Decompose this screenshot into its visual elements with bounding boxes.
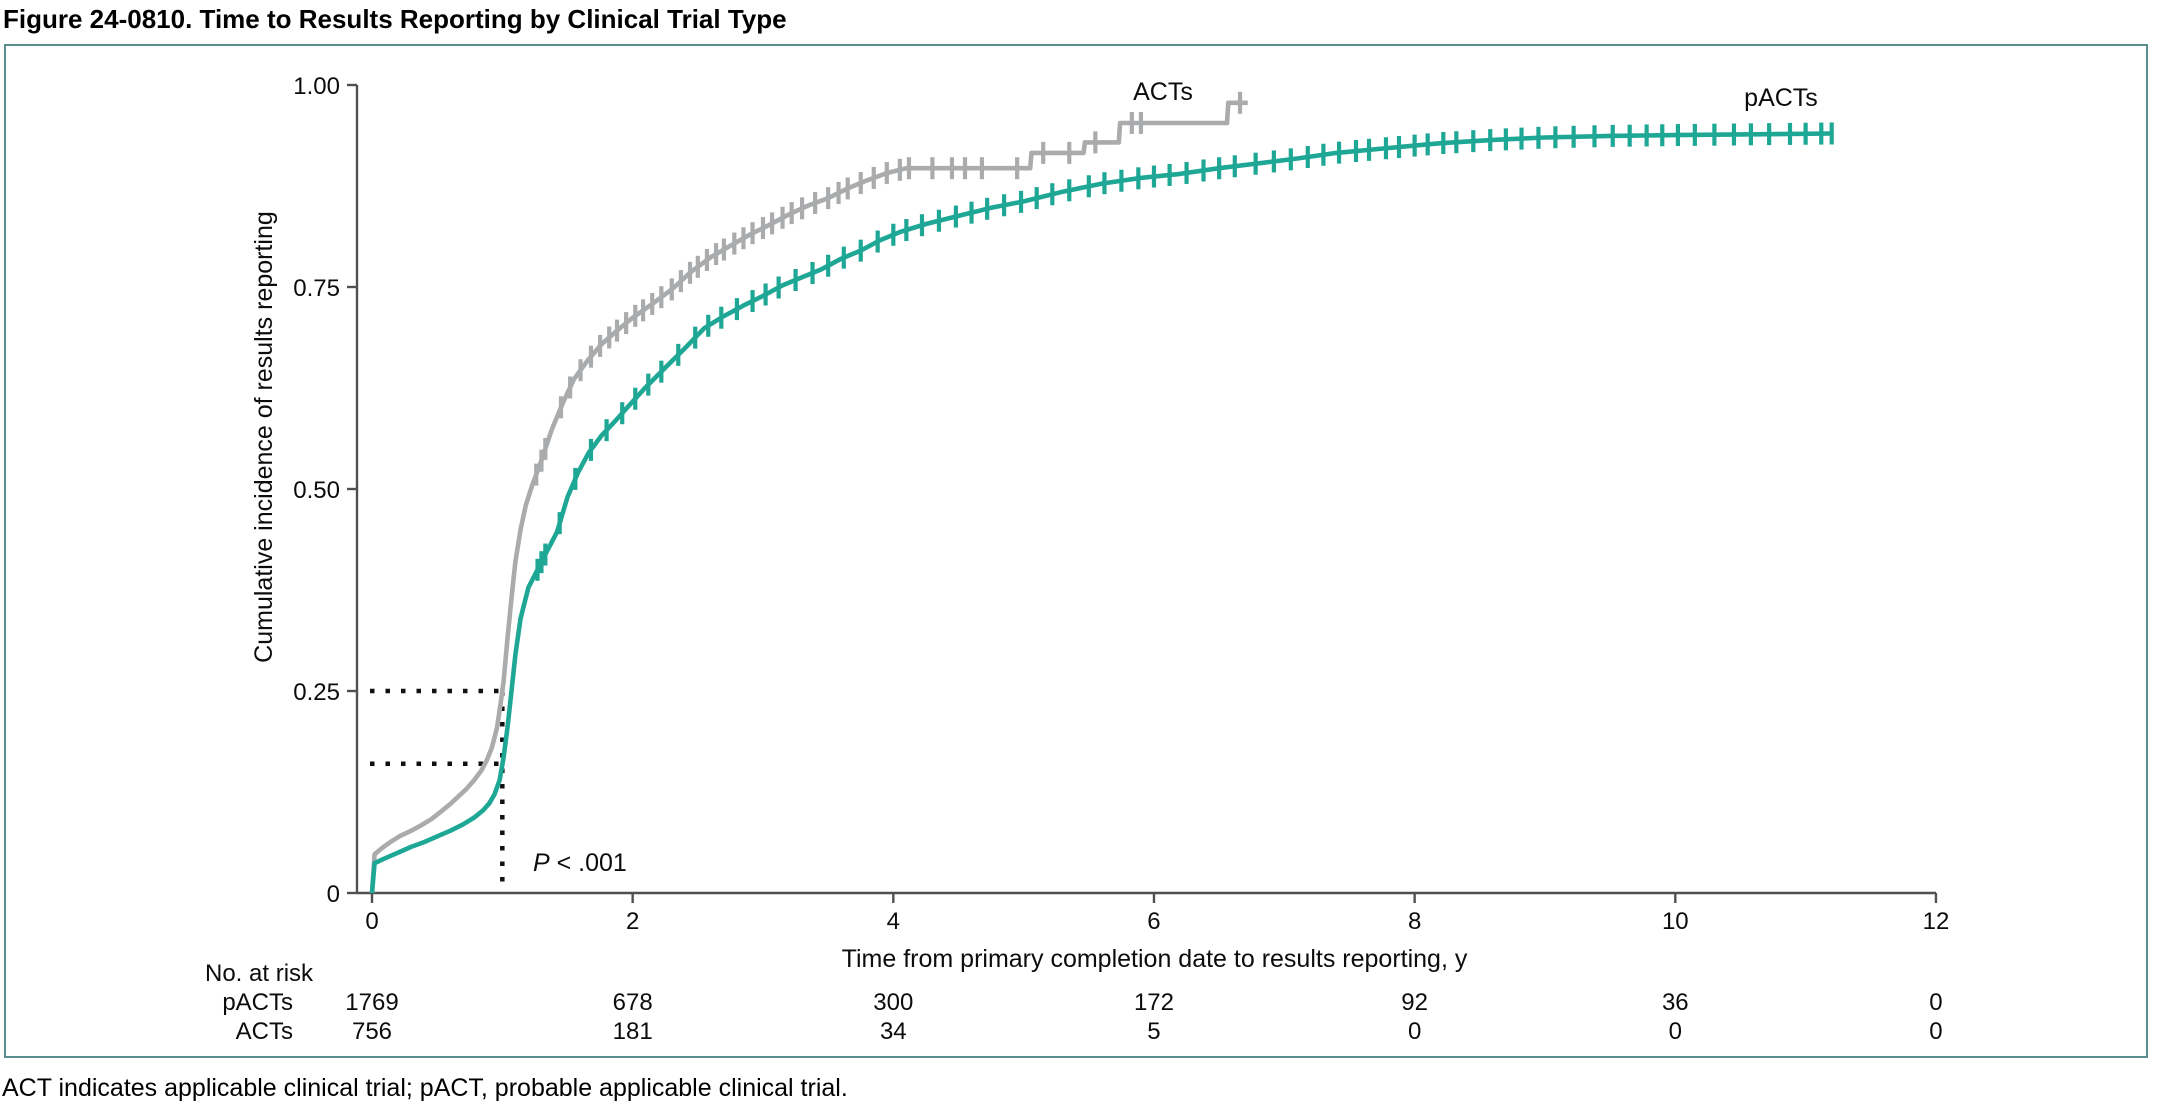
risk-value: 181 xyxy=(613,1018,653,1045)
curve-label-acts: ACTs xyxy=(1133,78,1193,106)
series-acts: ACTs xyxy=(369,78,1248,894)
x-tick-label: 12 xyxy=(1923,908,1950,935)
y-tick-label: 0.50 xyxy=(293,477,340,504)
y-tick-label: 1.00 xyxy=(293,73,340,100)
risk-table-header: No. at risk xyxy=(205,960,314,987)
x-tick-label: 4 xyxy=(887,908,900,935)
annotations: P < .001 xyxy=(533,849,627,877)
x-tick-label: 6 xyxy=(1147,908,1160,935)
reference-guides xyxy=(370,688,505,893)
y-tick-label: 0.75 xyxy=(293,275,340,302)
y-tick-label: 0.25 xyxy=(293,679,340,706)
x-tick-label: 10 xyxy=(1662,908,1689,935)
risk-value: 36 xyxy=(1662,989,1689,1016)
risk-value: 300 xyxy=(873,989,913,1016)
y-tick-label: 0 xyxy=(327,881,340,908)
risk-row-label: ACTs xyxy=(236,1018,293,1045)
x-tick-label: 0 xyxy=(365,908,378,935)
curve-label-pacts: pACTs xyxy=(1744,84,1818,112)
survival-curves: ACTs pACTs xyxy=(369,78,1834,894)
risk-value: 92 xyxy=(1401,989,1428,1016)
risk-value: 0 xyxy=(1929,989,1942,1016)
axes: 0 0.25 0.50 0.75 1.00 0 2 4 6 8 10 12 Time from prim… xyxy=(250,73,1949,973)
chart-panel xyxy=(4,44,2148,1058)
p-value-label: P < .001 xyxy=(533,849,627,877)
x-tick-label: 2 xyxy=(626,908,639,935)
series-pacts: pACTs xyxy=(369,84,1834,894)
risk-value: 0 xyxy=(1669,1018,1682,1045)
x-axis-title: Time from primary completion date to res… xyxy=(842,945,1468,973)
figure-footnote: ACT indicates applicable clinical trial;… xyxy=(2,1074,848,1102)
risk-value: 5 xyxy=(1147,1018,1160,1045)
x-tick-label: 8 xyxy=(1408,908,1421,935)
risk-value: 1769 xyxy=(345,989,398,1016)
risk-value: 678 xyxy=(613,989,653,1016)
risk-value: 172 xyxy=(1134,989,1174,1016)
curve-pacts xyxy=(369,131,1832,894)
risk-value: 0 xyxy=(1929,1018,1942,1045)
y-axis-title: Cumulative incidence of results reportin… xyxy=(250,211,278,663)
risk-row-label: pACTs xyxy=(222,989,293,1016)
risk-value: 756 xyxy=(352,1018,392,1045)
risk-value: 34 xyxy=(880,1018,907,1045)
risk-value: 0 xyxy=(1408,1018,1421,1045)
curve-acts xyxy=(369,100,1248,894)
figure-title: Figure 24-0810. Time to Results Reportin… xyxy=(3,4,787,34)
